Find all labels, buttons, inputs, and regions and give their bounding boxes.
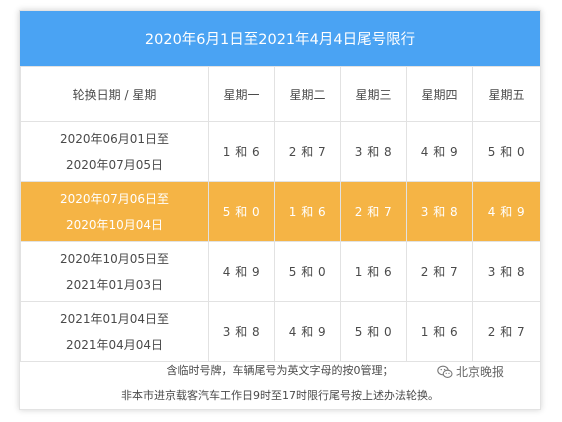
date-range-cell: 2020年06月01日至 2020年07月05日 [20,121,209,182]
header-wednesday: 星期三 [340,66,407,122]
table-header-row: 轮换日期 / 星期 星期一 星期二 星期三 星期四 星期五 [20,66,541,122]
date-range-cell: 2021年01月04日至 2021年04月04日 [20,301,209,362]
tuesday-pair: 5 和 0 [274,241,341,302]
range-start: 2021年01月04日至 [59,311,170,326]
date-range-cell: 2020年10月05日至 2021年01月03日 [20,241,209,302]
friday-pair: 2 和 7 [472,301,541,362]
table-row: 2021年01月04日至 2021年04月04日 3 和 8 4 和 9 5 和… [20,301,541,362]
thursday-pair: 2 和 7 [406,241,473,302]
tuesday-pair: 1 和 6 [274,181,341,242]
friday-pair: 5 和 0 [472,121,541,182]
table-row: 2020年10月05日至 2021年01月03日 4 和 9 5 和 0 1 和… [20,241,541,302]
friday-pair: 3 和 8 [472,241,541,302]
note-line-1: 含临时号牌，车辆尾号为英文字母的按0管理； [166,364,394,377]
monday-pair: 5 和 0 [208,181,275,242]
restriction-table-card: 2020年6月1日至2021年4月4日尾号限行 轮换日期 / 星期 星期一 星期… [19,10,541,410]
wednesday-pair: 1 和 6 [340,241,407,302]
tuesday-pair: 2 和 7 [274,121,341,182]
thursday-pair: 1 和 6 [406,301,473,362]
notes-section: 含临时号牌，车辆尾号为英文字母的按0管理； 非本市进京载客汽车工作日9时至17时… [20,356,540,409]
header-tuesday: 星期二 [274,66,341,122]
monday-pair: 1 和 6 [208,121,275,182]
range-end: 2020年10月04日 [65,217,164,232]
table-row: 2020年06月01日至 2020年07月05日 1 和 6 2 和 7 3 和… [20,121,541,182]
friday-pair: 4 和 9 [472,181,541,242]
header-friday: 星期五 [472,66,541,122]
monday-pair: 4 和 9 [208,241,275,302]
watermark-text: 北京晚报 [456,365,505,379]
header-monday: 星期一 [208,66,275,122]
note-line-2: 非本市进京载客汽车工作日9时至17时限行尾号按上述办法轮换。 [121,389,439,402]
table-title: 2020年6月1日至2021年4月4日尾号限行 [20,11,540,66]
date-range-cell: 2020年07月06日至 2020年10月04日 [20,181,209,242]
range-end: 2020年07月05日 [65,157,164,172]
wednesday-pair: 5 和 0 [340,301,407,362]
wechat-icon [437,365,453,378]
range-start: 2020年07月06日至 [59,191,170,206]
watermark: 北京晚报 [437,363,504,380]
range-start: 2020年10月05日至 [59,251,170,266]
header-date-weekday: 轮换日期 / 星期 [20,66,209,122]
wednesday-pair: 2 和 7 [340,181,407,242]
table-row-highlighted: 2020年07月06日至 2020年10月04日 5 和 0 1 和 6 2 和… [20,181,541,242]
range-end: 2021年04月04日 [65,337,164,352]
range-start: 2020年06月01日至 [59,131,170,146]
range-end: 2021年01月03日 [65,277,164,292]
restriction-table: 轮换日期 / 星期 星期一 星期二 星期三 星期四 星期五 2020年06月01… [20,66,541,362]
header-thursday: 星期四 [406,66,473,122]
monday-pair: 3 和 8 [208,301,275,362]
thursday-pair: 3 和 8 [406,181,473,242]
wednesday-pair: 3 和 8 [340,121,407,182]
thursday-pair: 4 和 9 [406,121,473,182]
tuesday-pair: 4 和 9 [274,301,341,362]
